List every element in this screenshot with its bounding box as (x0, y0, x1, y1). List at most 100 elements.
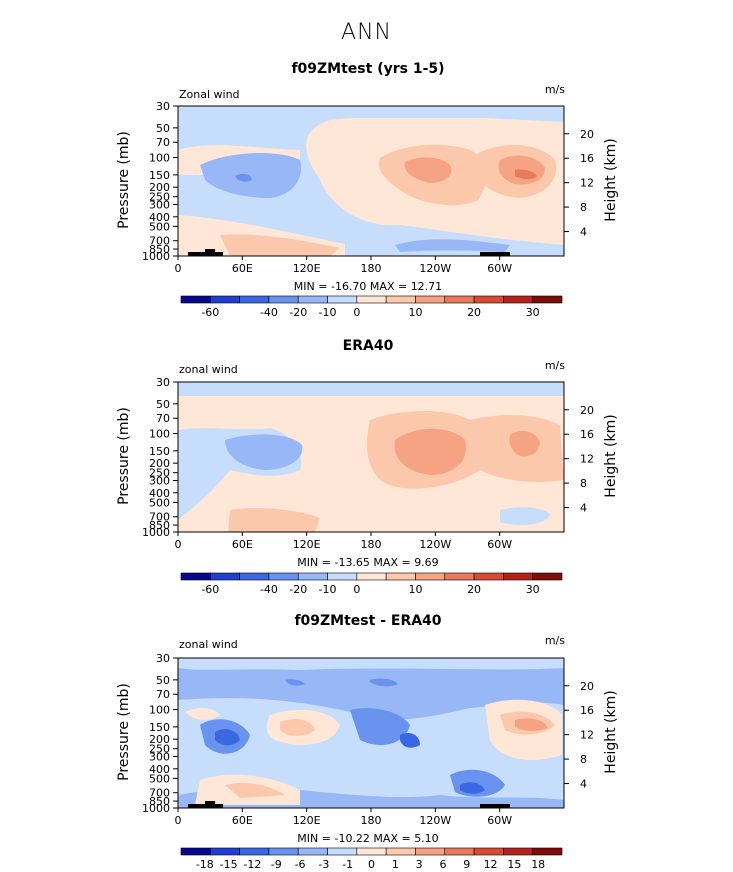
colorbar-swatch (356, 572, 387, 581)
ytick-right-label: 4 (580, 502, 587, 515)
colorbar-label: 10 (408, 583, 422, 596)
ytick-label: 700 (149, 787, 170, 800)
ytick-label: 30 (156, 376, 170, 389)
xtick-label: 60W (487, 814, 512, 827)
colorbar-label: -1 (342, 858, 353, 871)
colorbar-label: 30 (526, 306, 540, 319)
ytick-right-label: 16 (580, 152, 594, 165)
xtick-label: 60E (232, 814, 253, 827)
colorbar-swatch (415, 847, 446, 856)
colorbar-swatch (532, 572, 563, 581)
panel-title: f09ZMtest - ERA40 (294, 613, 441, 629)
ytick-label: 150 (149, 721, 170, 734)
colorbar: -18 -15 -12 -9 -6 -3 -1 0 1 3 6 9 12 15 18 (180, 847, 563, 871)
ytick-label: 70 (156, 136, 170, 149)
colorbar-swatch (385, 295, 416, 304)
stats-label: MIN = -13.65 MAX = 9.69 (297, 556, 438, 569)
ytick-label: 700 (149, 235, 170, 248)
ytick-label: 400 (149, 211, 170, 224)
ylabel-right: Height (km) (603, 690, 619, 773)
colorbar-swatch (503, 572, 533, 581)
colorbar: -60 -40 -20 -10 0 10 20 30 (180, 295, 563, 319)
xtick-label: 120W (419, 814, 451, 827)
topography (188, 801, 510, 808)
colorbar: -60 -40 -20 -10 0 10 20 30 (180, 572, 563, 596)
ytick-right-label: 12 (580, 177, 594, 190)
panel-title: f09ZMtest (yrs 1-5) (291, 61, 444, 77)
ytick-right-label: 16 (580, 428, 594, 441)
colorbar-label: -60 (201, 306, 219, 319)
colorbar-swatch (444, 295, 475, 304)
colorbar-label: 18 (531, 858, 545, 871)
ylabel-right: Height (km) (603, 414, 619, 497)
colorbar-swatch (268, 295, 299, 304)
left-label: zonal wind (179, 363, 238, 376)
panel-obs: ERA40 zonal wind m/s 3050701001502002503… (116, 338, 619, 596)
ytick-right-label: 20 (580, 404, 594, 417)
ylabel: Pressure (mb) (116, 683, 132, 781)
contour-fill (178, 382, 564, 532)
xtick-label: 120E (293, 814, 321, 827)
ytick-right-label: 4 (580, 778, 587, 791)
colorbar-swatch (444, 572, 475, 581)
ytick-label: 250 (149, 743, 170, 756)
xtick-label: 60W (487, 538, 512, 551)
colorbar-swatch (356, 295, 387, 304)
ytick-right-label: 4 (580, 226, 587, 239)
colorbar-swatch (473, 295, 504, 304)
colorbar-swatch (239, 295, 270, 304)
colorbar-label: -20 (289, 306, 307, 319)
colorbar-label: 12 (484, 858, 498, 871)
ytick-label: 150 (149, 445, 170, 458)
ytick-label: 200 (149, 181, 170, 194)
ytick-label: 400 (149, 763, 170, 776)
ytick-label: 400 (149, 487, 170, 500)
ytick-label: 500 (149, 772, 170, 785)
ytick-right-label: 8 (580, 753, 587, 766)
contour-fill (178, 658, 564, 808)
left-label: Zonal wind (179, 88, 240, 101)
colorbar-label: -10 (319, 306, 337, 319)
ytick-label: 300 (149, 474, 170, 487)
ylabel: Pressure (mb) (116, 131, 132, 229)
xtick-label: 0 (175, 814, 182, 827)
ytick-label: 70 (156, 688, 170, 701)
colorbar-label: -40 (260, 306, 278, 319)
ytick-right-label: 16 (580, 704, 594, 717)
colorbar-swatch (210, 572, 240, 581)
units-label: m/s (545, 359, 565, 372)
ytick-label: 250 (149, 191, 170, 204)
ytick-label: 100 (149, 152, 170, 165)
colorbar-label: -12 (243, 858, 261, 871)
ytick-right-label: 8 (580, 201, 587, 214)
colorbar-swatch (503, 847, 533, 856)
ytick-right-label: 20 (580, 128, 594, 141)
stats-label: MIN = -16.70 MAX = 12.71 (294, 280, 442, 293)
ytick-label: 850 (149, 795, 170, 808)
colorbar-swatch (239, 572, 270, 581)
colorbar-swatch (356, 847, 387, 856)
panel-diff: f09ZMtest - ERA40 zonal wind m/s 3050701… (116, 613, 619, 871)
xtick-label: 180 (361, 538, 382, 551)
xtick-label: 120E (293, 262, 321, 275)
colorbar-swatch (297, 572, 328, 581)
ytick-label: 50 (156, 122, 170, 135)
left-label: zonal wind (179, 638, 238, 651)
colorbar-label: 6 (439, 858, 446, 871)
colorbar-label: 1 (392, 858, 399, 871)
colorbar-swatch (210, 295, 240, 304)
ytick-label: 70 (156, 412, 170, 425)
page-title: ANN (341, 20, 392, 45)
colorbar-swatch (180, 847, 211, 856)
colorbar-label: 0 (368, 858, 375, 871)
ytick-label: 200 (149, 457, 170, 470)
colorbar-label: -10 (319, 583, 337, 596)
panel-model: f09ZMtest (yrs 1-5) Zonal wind m/s 30507… (116, 61, 619, 319)
colorbar-swatch (327, 847, 358, 856)
colorbar-swatch (444, 847, 475, 856)
ytick-label: 300 (149, 198, 170, 211)
ytick-right-label: 8 (580, 477, 587, 490)
colorbar-label: -18 (196, 858, 214, 871)
